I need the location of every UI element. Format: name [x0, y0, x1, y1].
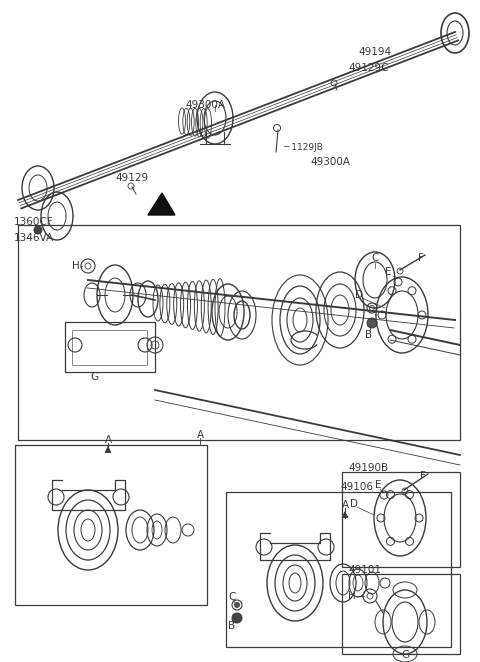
Text: A: A — [341, 500, 348, 510]
Circle shape — [232, 613, 242, 623]
Bar — [18, 225, 460, 440]
Circle shape — [34, 226, 42, 234]
Bar — [65, 322, 155, 372]
Text: H: H — [72, 261, 80, 271]
Bar — [342, 574, 460, 654]
Text: F: F — [418, 253, 424, 263]
Circle shape — [367, 318, 377, 328]
Text: ─ 1129JB: ─ 1129JB — [283, 144, 323, 152]
Bar — [72, 330, 147, 365]
Text: 49300A: 49300A — [185, 100, 225, 110]
Text: A: A — [105, 435, 111, 445]
Text: A: A — [196, 430, 204, 440]
Text: B: B — [228, 621, 235, 631]
Text: E: E — [385, 267, 392, 277]
Text: 49129C: 49129C — [348, 63, 388, 73]
Text: G: G — [401, 650, 409, 660]
Text: 49300A: 49300A — [310, 157, 350, 167]
Polygon shape — [148, 193, 175, 215]
Bar — [342, 472, 460, 567]
Text: 49129: 49129 — [115, 173, 148, 183]
Text: H: H — [348, 591, 356, 601]
Text: 1360CF: 1360CF — [14, 217, 54, 227]
Text: 49194: 49194 — [358, 47, 391, 57]
Text: 1346VA: 1346VA — [14, 233, 54, 243]
Bar — [226, 492, 451, 647]
Text: D: D — [350, 499, 358, 509]
Text: F: F — [420, 471, 426, 481]
Text: C: C — [228, 592, 235, 602]
Circle shape — [235, 602, 240, 608]
Text: 49106: 49106 — [340, 482, 373, 492]
Text: B: B — [365, 330, 372, 340]
Text: 49101: 49101 — [348, 565, 381, 575]
Text: C: C — [372, 253, 379, 263]
Text: D: D — [355, 290, 363, 300]
Bar — [15, 445, 207, 605]
Text: 49190B: 49190B — [348, 463, 388, 473]
Text: G: G — [90, 372, 98, 382]
Text: E: E — [375, 480, 382, 490]
